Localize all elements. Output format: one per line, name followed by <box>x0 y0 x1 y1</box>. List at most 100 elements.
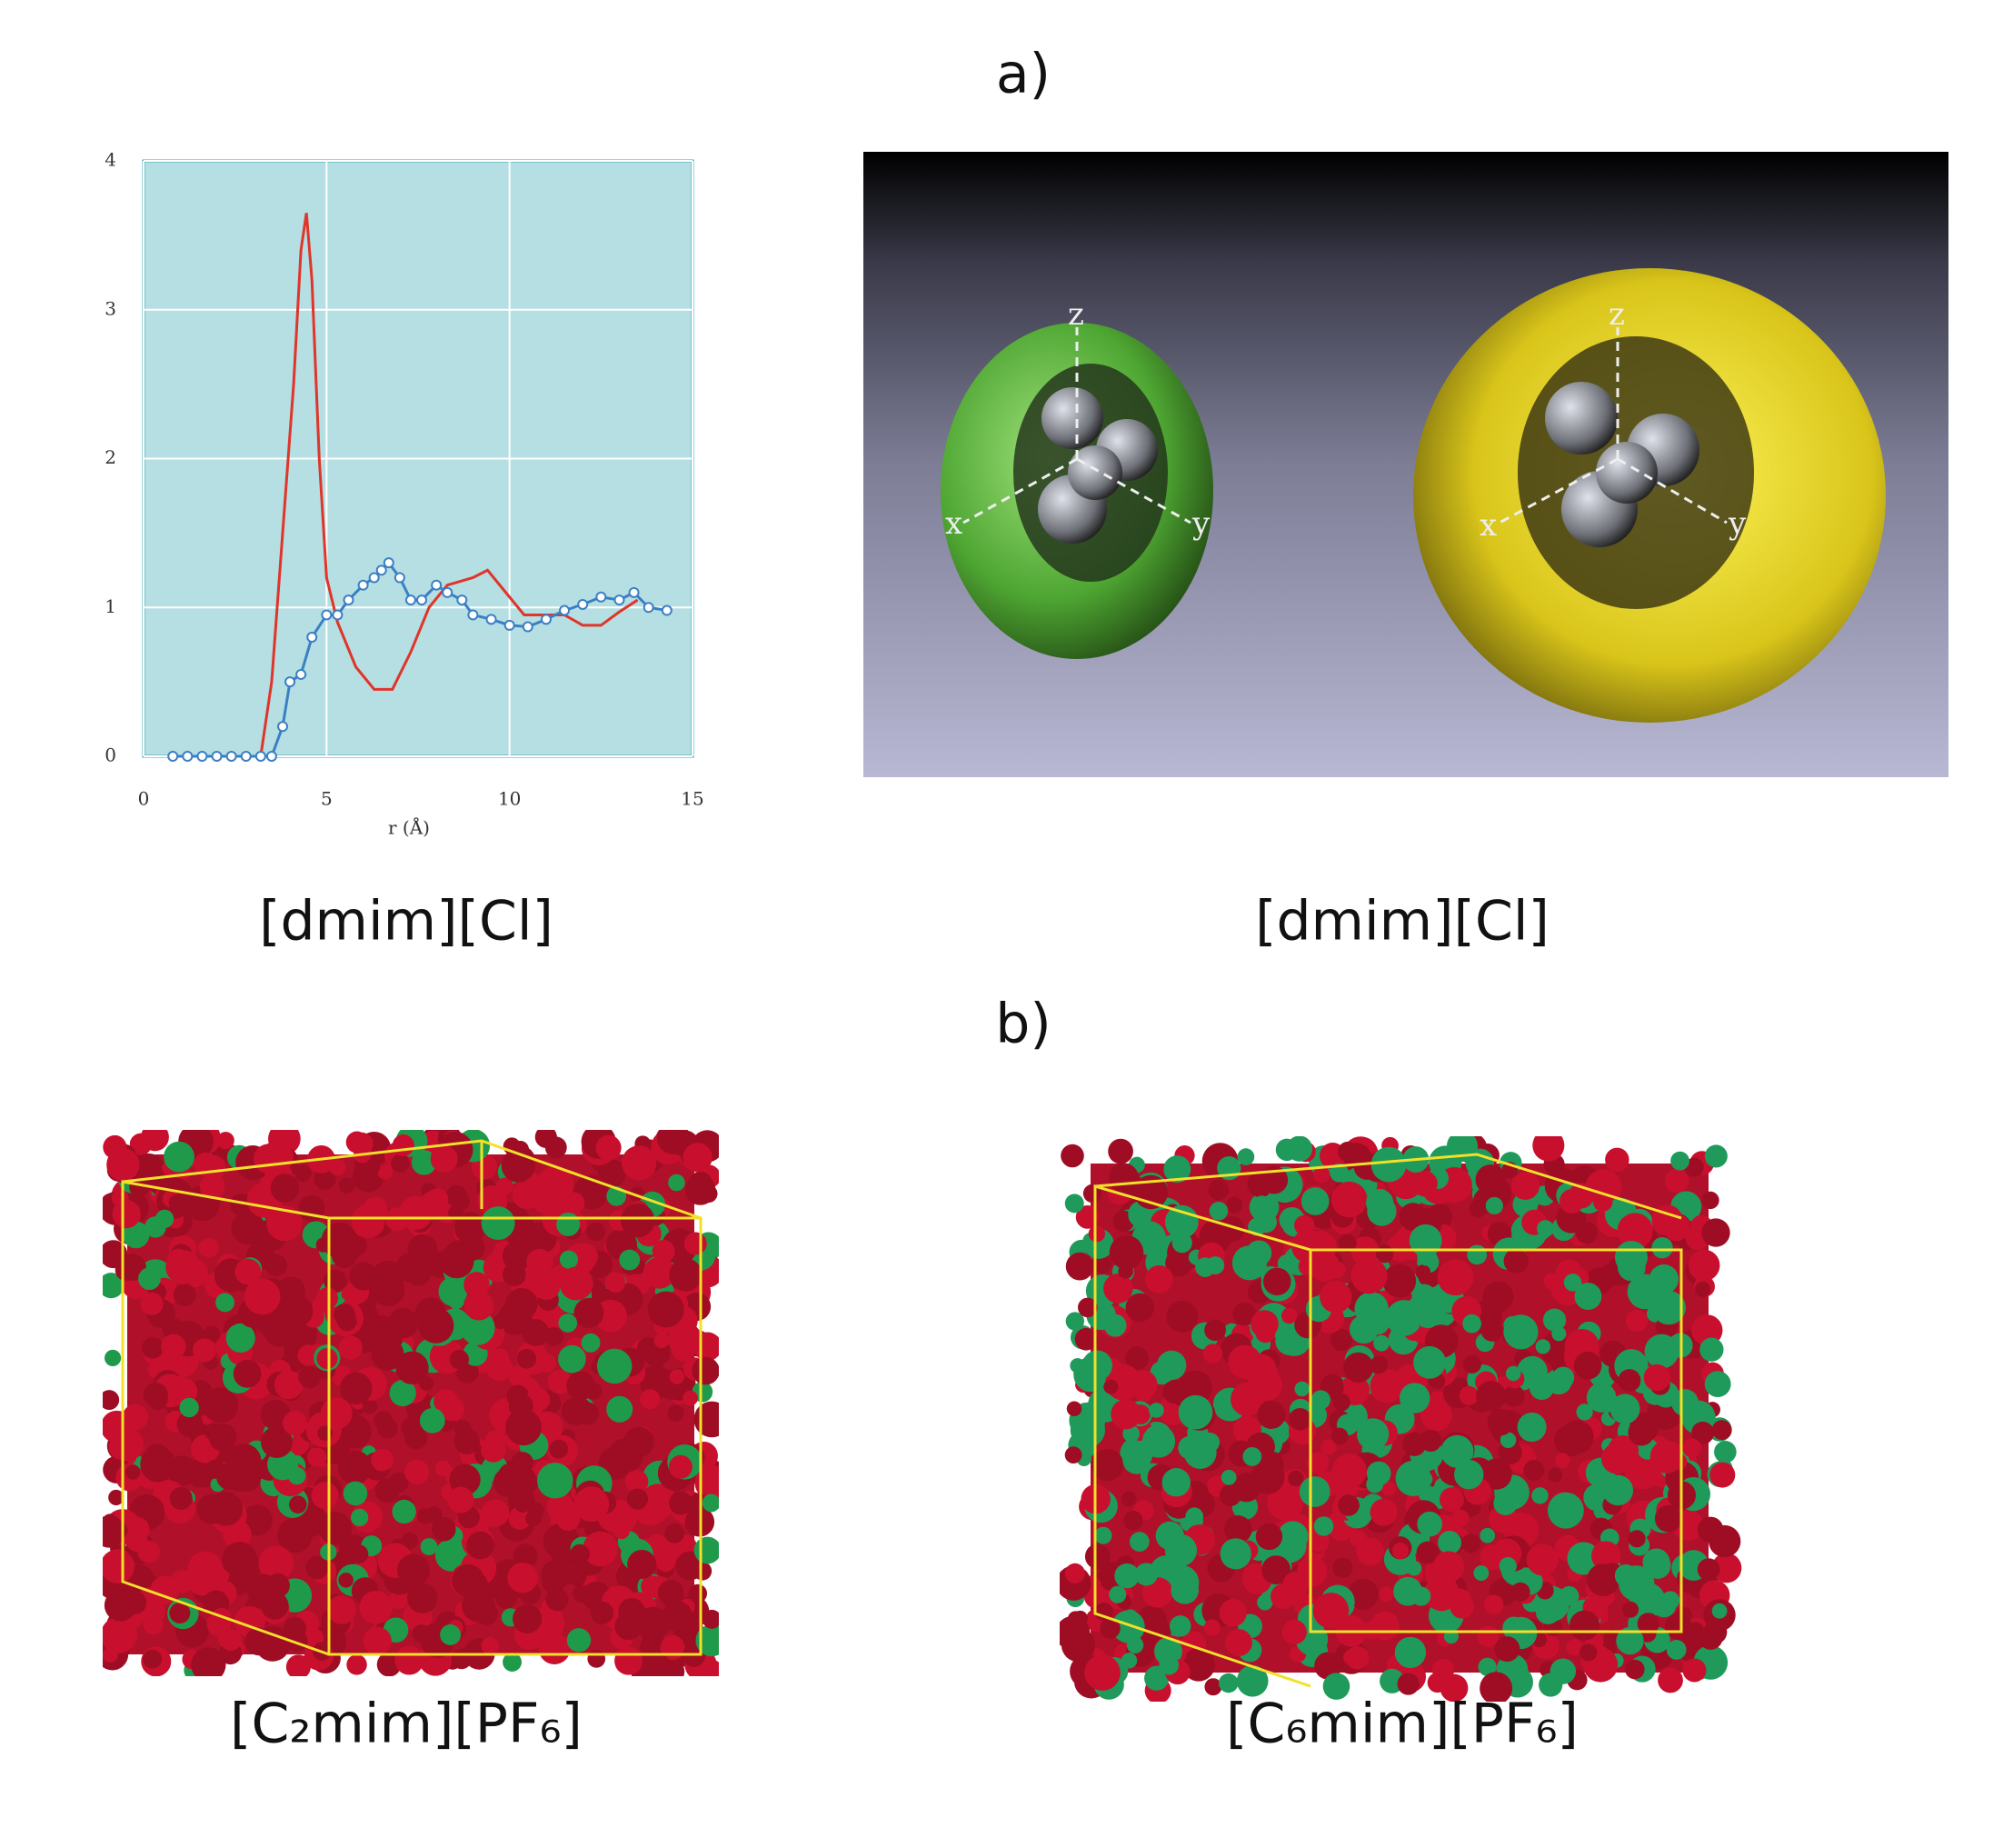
axis-letter: z <box>1609 296 1625 333</box>
molecule <box>420 1538 438 1555</box>
molecule <box>1587 1563 1619 1597</box>
molecule <box>411 1150 437 1175</box>
molecule <box>643 1256 675 1289</box>
data-point <box>613 594 625 606</box>
molecule <box>405 1261 431 1286</box>
molecule <box>439 1244 474 1279</box>
molecule <box>481 1437 506 1463</box>
molecule <box>1380 1481 1396 1496</box>
molecule <box>1493 1491 1518 1515</box>
molecule <box>1416 1541 1440 1564</box>
molecule <box>285 1654 311 1676</box>
molecule <box>1224 1629 1252 1657</box>
molecule <box>620 1203 655 1238</box>
molecule <box>244 1627 273 1656</box>
molecule <box>1505 1365 1521 1382</box>
molecule <box>225 1323 255 1353</box>
molecule <box>179 1397 199 1418</box>
molecule <box>1560 1420 1594 1454</box>
molecule <box>108 1420 125 1437</box>
molecule <box>613 1523 631 1540</box>
molecule <box>1332 1557 1353 1578</box>
data-point <box>416 594 428 606</box>
molecule <box>1574 1283 1602 1310</box>
molecule <box>274 1370 304 1400</box>
molecule <box>395 1351 429 1384</box>
molecule <box>122 1403 149 1431</box>
molecule <box>264 1254 288 1277</box>
molecule <box>505 1287 538 1321</box>
molecule <box>389 1589 409 1610</box>
molecule <box>563 1396 593 1424</box>
molecule <box>702 1493 719 1513</box>
molecule <box>1100 1618 1121 1639</box>
molecule <box>447 1486 474 1513</box>
molecule <box>391 1154 410 1174</box>
molecule <box>112 1522 128 1539</box>
molecule <box>1289 1407 1311 1431</box>
molecule <box>231 1211 265 1245</box>
molecule <box>1365 1189 1394 1217</box>
molecule <box>1171 1576 1199 1604</box>
molecule <box>412 1624 431 1643</box>
molecule <box>1312 1593 1350 1629</box>
molecule <box>503 1653 522 1672</box>
molecule <box>418 1307 454 1344</box>
molecule <box>1555 1453 1570 1468</box>
molecule <box>1125 1293 1154 1323</box>
molecule <box>1410 1293 1447 1329</box>
molecule <box>138 1267 161 1291</box>
molecule <box>1169 1615 1191 1637</box>
molecule <box>1480 1320 1503 1342</box>
molecule <box>1462 1354 1481 1374</box>
molecule <box>1370 1146 1407 1183</box>
data-point <box>196 751 208 762</box>
molecule <box>1529 1375 1554 1401</box>
molecule <box>337 1450 373 1484</box>
molecule <box>639 1639 656 1655</box>
molecule <box>426 1188 449 1211</box>
molecule <box>1670 1151 1689 1171</box>
molecule <box>1219 1483 1241 1507</box>
molecule <box>1682 1658 1707 1683</box>
molecule <box>1088 1225 1106 1243</box>
molecule <box>1510 1171 1540 1200</box>
molecule <box>1320 1281 1352 1314</box>
molecule <box>526 1248 553 1276</box>
molecule <box>544 1136 567 1159</box>
molecule <box>338 1573 354 1588</box>
molecule <box>103 1273 125 1299</box>
y-tick-label: 4 <box>105 149 116 171</box>
molecule <box>1500 1432 1517 1449</box>
molecule <box>1338 1494 1360 1516</box>
molecule <box>169 1486 193 1510</box>
molecule <box>341 1286 356 1302</box>
y-tick-label: 0 <box>105 744 116 766</box>
molecule <box>1064 1194 1084 1214</box>
molecule <box>363 1626 392 1655</box>
y-tick-label: 1 <box>105 595 116 617</box>
molecule <box>1440 1487 1464 1513</box>
molecule <box>432 1517 456 1542</box>
molecule <box>108 1489 125 1506</box>
molecule <box>688 1583 708 1603</box>
molecule <box>1379 1586 1394 1602</box>
molecule <box>1484 1594 1504 1614</box>
molecule <box>404 1459 430 1484</box>
molecule <box>683 1143 713 1173</box>
molecule <box>669 1369 685 1384</box>
molecule <box>337 1311 357 1332</box>
molecule <box>1332 1393 1350 1412</box>
molecule <box>1666 1640 1687 1660</box>
molecule <box>498 1463 523 1489</box>
molecule <box>143 1649 163 1669</box>
molecule <box>1651 1237 1673 1259</box>
molecule <box>692 1356 719 1385</box>
data-point <box>431 579 443 591</box>
molecule <box>1203 1619 1221 1636</box>
x-tick-label: 0 <box>138 788 150 810</box>
molecule <box>581 1333 601 1353</box>
molecule <box>1331 1453 1367 1489</box>
molecule <box>537 1463 573 1499</box>
molecule <box>558 1344 586 1374</box>
